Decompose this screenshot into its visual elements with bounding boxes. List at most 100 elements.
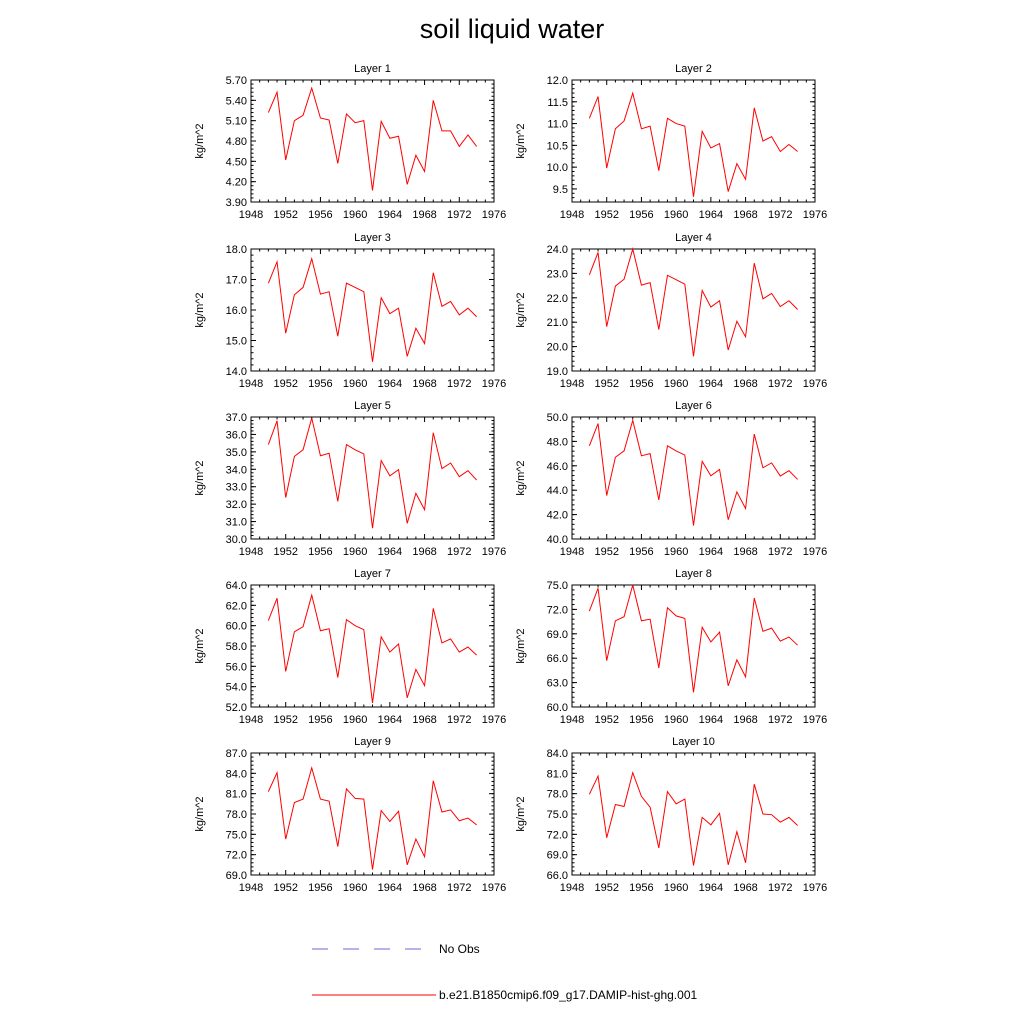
x-tick-label: 1972 (447, 546, 471, 558)
x-tick-label: 1968 (412, 882, 436, 894)
y-tick-label: 60.0 (547, 702, 568, 714)
x-tick-label: 1976 (803, 378, 827, 390)
x-tick-label: 1976 (482, 714, 506, 726)
x-tick-label: 1964 (378, 546, 402, 558)
y-tick-label: 69.0 (226, 870, 247, 882)
x-tick-label: 1972 (447, 378, 471, 390)
x-tick-label: 1948 (239, 378, 263, 390)
y-tick-label: 66.0 (547, 653, 568, 665)
y-tick-label: 63.0 (547, 678, 568, 690)
x-tick-label: 1976 (803, 209, 827, 221)
x-tick-label: 1964 (378, 714, 402, 726)
y-tick-label: 64.0 (226, 580, 247, 592)
y-tick-label: 14.0 (226, 366, 247, 378)
panel-layer-8: 1948 1952 1956 1960 1964 1968 1972 1976 60.0 63.0… (515, 568, 827, 726)
x-tick-label: 1956 (308, 378, 332, 390)
y-tick-label: 62.0 (226, 600, 247, 612)
y-tick-label: 15.0 (226, 336, 247, 348)
series-line-layer-3 (267, 256, 477, 362)
x-tick-label: 1956 (308, 882, 332, 894)
y-tick-label: 81.0 (547, 768, 568, 780)
x-tick-label: 1964 (699, 378, 723, 390)
panel-layer-10: 1948 1952 1956 1960 1964 1968 1972 1976 66.0 69.0… (515, 736, 827, 894)
y-tick-label: 16.0 (226, 305, 247, 317)
panel-title: Layer 7 (354, 568, 391, 580)
x-tick-label: 1956 (629, 714, 653, 726)
panel-layer-5: 1948 1952 1956 1960 1964 1968 1972 1976 30.0 31.0… (194, 400, 506, 558)
x-tick-label: 1972 (447, 714, 471, 726)
y-tick-label: 69.0 (547, 850, 568, 862)
y-axis-label: kg/m^2 (515, 292, 527, 327)
y-tick-label: 5.70 (226, 75, 247, 87)
y-tick-label: 72.0 (547, 829, 568, 841)
y-tick-label: 33.0 (226, 482, 247, 494)
panel-layer-1: 1948 1952 1956 1960 1964 1968 1972 1976 3.90 4.20… (194, 63, 506, 221)
plot-frame-10 (571, 752, 816, 876)
x-tick-label: 1948 (239, 882, 263, 894)
panel-title: Layer 6 (675, 400, 712, 412)
plot-frame-3 (250, 248, 495, 372)
y-axis-label: kg/m^2 (515, 123, 527, 158)
x-tick-label: 1952 (594, 378, 618, 390)
y-axis-label: kg/m^2 (515, 796, 527, 831)
x-tick-label: 1948 (560, 209, 584, 221)
x-tick-label: 1952 (273, 378, 297, 390)
x-tick-label: 1960 (343, 882, 367, 894)
x-tick-label: 1952 (273, 714, 297, 726)
x-tick-label: 1956 (629, 378, 653, 390)
x-tick-label: 1964 (378, 882, 402, 894)
x-tick-label: 1976 (482, 546, 506, 558)
x-tick-label: 1976 (482, 882, 506, 894)
y-tick-label: 17.0 (226, 275, 247, 287)
y-tick-label: 31.0 (226, 517, 247, 529)
x-tick-label: 1972 (768, 546, 792, 558)
x-tick-label: 1952 (273, 209, 297, 221)
y-tick-label: 18.0 (226, 244, 247, 256)
panel-title: Layer 2 (675, 63, 712, 75)
panel-layer-9: 1948 1952 1956 1960 1964 1968 1972 1976 69.0 72.0… (194, 736, 506, 894)
plot-frame-7 (250, 584, 495, 708)
x-tick-label: 1968 (412, 378, 436, 390)
x-tick-label: 1968 (733, 882, 757, 894)
y-tick-label: 60.0 (226, 621, 247, 633)
y-tick-label: 21.0 (547, 317, 568, 329)
y-tick-label: 75.0 (547, 809, 568, 821)
x-tick-label: 1964 (699, 209, 723, 221)
series-line-layer-10 (588, 770, 798, 866)
y-axis-label: kg/m^2 (194, 460, 206, 495)
x-tick-label: 1948 (560, 882, 584, 894)
y-tick-label: 56.0 (226, 661, 247, 673)
y-axis-label: kg/m^2 (515, 460, 527, 495)
y-tick-label: 58.0 (226, 641, 247, 653)
y-tick-label: 87.0 (226, 748, 247, 760)
y-tick-label: 24.0 (547, 244, 568, 256)
y-axis-label: kg/m^2 (194, 796, 206, 831)
x-tick-label: 1956 (629, 546, 653, 558)
x-tick-label: 1952 (594, 209, 618, 221)
plot-frame-1 (250, 79, 495, 203)
x-tick-label: 1948 (239, 714, 263, 726)
y-tick-label: 78.0 (226, 809, 247, 821)
x-tick-label: 1976 (803, 546, 827, 558)
panel-title: Layer 9 (354, 736, 391, 748)
x-tick-label: 1968 (733, 378, 757, 390)
y-tick-label: 84.0 (226, 768, 247, 780)
plot-frame-6 (571, 416, 816, 540)
y-axis-label: kg/m^2 (194, 123, 206, 158)
y-tick-label: 3.90 (226, 197, 247, 209)
y-tick-label: 5.10 (226, 116, 247, 128)
x-tick-label: 1960 (343, 209, 367, 221)
panel-title: Layer 1 (354, 63, 391, 75)
y-tick-label: 4.20 (226, 177, 247, 189)
y-tick-label: 11.5 (547, 97, 568, 109)
y-tick-label: 4.50 (226, 156, 247, 168)
y-tick-label: 52.0 (226, 702, 247, 714)
plot-frame-9 (250, 752, 495, 876)
x-tick-label: 1960 (664, 209, 688, 221)
x-tick-label: 1948 (560, 714, 584, 726)
y-tick-label: 48.0 (547, 436, 568, 448)
x-tick-label: 1968 (733, 714, 757, 726)
y-tick-label: 81.0 (226, 789, 247, 801)
x-tick-label: 1968 (412, 714, 436, 726)
